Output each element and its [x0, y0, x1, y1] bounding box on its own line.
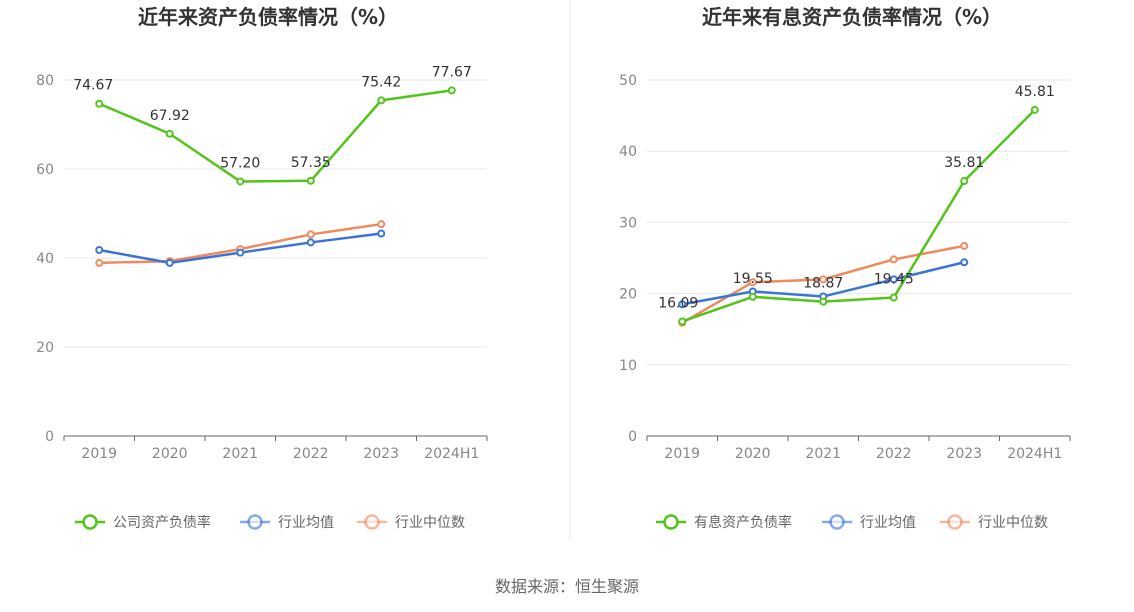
y-tick-label: 40 [619, 144, 637, 160]
legend-label: 有息资产负债率 [694, 514, 792, 531]
data-point [819, 297, 828, 306]
data-point [960, 241, 969, 250]
legend-item[interactable]: 行业中位数 [357, 514, 465, 531]
legend-item[interactable]: 有息资产负债率 [656, 514, 792, 531]
x-tick-label: 2021 [805, 446, 841, 462]
data-point [377, 96, 386, 105]
data-point [95, 99, 104, 108]
chart-title: 近年来有息资产负债率情况（%） [702, 5, 1002, 29]
data-point [236, 248, 245, 257]
x-tick-label: 2020 [735, 446, 771, 462]
y-tick-label: 0 [628, 429, 637, 445]
data-point [748, 292, 757, 301]
data-point [889, 275, 898, 284]
y-tick-label: 80 [36, 73, 54, 89]
x-tick-label: 2024H1 [1007, 446, 1062, 462]
series-line [681, 108, 1036, 323]
y-tick-label: 50 [619, 73, 637, 89]
x-tick-label: 2021 [222, 446, 258, 462]
chart-interest-debt-ratio: 近年来有息资产负债率情况（%） 0 10 20 30 40 50 2019 2020 2021 20… [619, 5, 1071, 531]
x-tick-label: 2022 [876, 446, 912, 462]
data-label: 19.45 [874, 272, 914, 288]
data-label: 45.81 [1015, 84, 1055, 100]
x-tick-label: 2023 [946, 446, 982, 462]
x-tick-label: 2020 [152, 446, 188, 462]
data-label: 57.35 [291, 155, 331, 171]
legend-marker [829, 514, 845, 530]
legend-label: 行业均值 [278, 515, 334, 531]
data-label: 77.67 [432, 64, 472, 80]
y-tick-label: 10 [619, 358, 637, 374]
data-point [165, 258, 174, 267]
data-point [95, 245, 104, 254]
legend-label: 公司资产负债率 [113, 514, 211, 531]
y-tick-label: 20 [619, 287, 637, 303]
x-tick-label: 2019 [81, 446, 117, 462]
x-tick-label: 2022 [293, 446, 329, 462]
y-tick-label: 0 [45, 429, 54, 445]
data-label: 57.20 [220, 155, 260, 171]
data-label: 67.92 [150, 108, 190, 124]
y-tick-label: 60 [36, 162, 54, 178]
legend-item[interactable]: 行业中位数 [940, 514, 1048, 531]
y-tick-label: 20 [36, 340, 54, 356]
data-label: 35.81 [944, 155, 984, 171]
legend-label: 行业均值 [860, 515, 916, 531]
data-point [889, 255, 898, 264]
legend-marker [663, 514, 679, 530]
data-point [236, 177, 245, 186]
data-point [1030, 105, 1039, 114]
data-point [95, 258, 104, 267]
y-tick-label: 40 [36, 251, 54, 267]
data-point [678, 317, 687, 326]
data-point [819, 275, 828, 284]
data-label: 16.09 [658, 295, 698, 311]
data-label: 75.42 [361, 74, 401, 90]
y-tick-label: 30 [619, 215, 637, 231]
x-tick-label: 2023 [363, 446, 399, 462]
legend-item[interactable]: 行业均值 [240, 514, 334, 531]
data-point [960, 177, 969, 186]
data-label: 19.55 [733, 271, 773, 287]
data-label: 74.67 [73, 78, 113, 94]
legend-marker [364, 514, 380, 530]
legend-label: 行业中位数 [978, 515, 1048, 531]
data-label: 18.87 [803, 276, 843, 292]
legend-item[interactable]: 公司资产负债率 [75, 514, 211, 531]
data-point [165, 129, 174, 138]
chart-debt-ratio: 近年来资产负债率情况（%） 0 20 40 60 80 2019 2020 2021 2022 20… [36, 5, 488, 531]
legend-item[interactable]: 行业均值 [822, 514, 916, 531]
data-point [748, 278, 757, 287]
data-point [306, 176, 315, 185]
data-point [678, 300, 687, 309]
data-point [377, 229, 386, 238]
legend-label: 行业中位数 [395, 515, 465, 531]
data-point [960, 258, 969, 267]
x-tick-label: 2019 [664, 446, 700, 462]
data-point [447, 86, 456, 95]
data-source: 数据来源：恒生聚源 [495, 577, 639, 596]
data-point [306, 230, 315, 239]
data-point [377, 220, 386, 229]
legend-marker [947, 514, 963, 530]
legend-marker [82, 514, 98, 530]
x-tick-label: 2024H1 [424, 446, 479, 462]
data-point [889, 293, 898, 302]
legend-marker [247, 514, 263, 530]
chart-title: 近年来资产负债率情况（%） [138, 5, 398, 29]
series-line [98, 89, 452, 183]
data-point [306, 238, 315, 247]
